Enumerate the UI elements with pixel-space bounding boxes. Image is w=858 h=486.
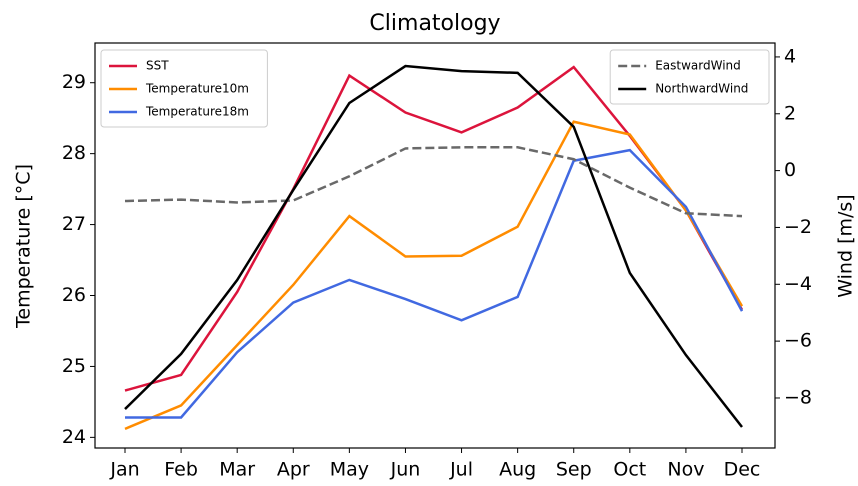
y2-tick-label: −6	[784, 330, 812, 352]
y-axis-label: Temperature [°C]	[13, 164, 35, 329]
y2-tick-label: 2	[784, 102, 796, 124]
x-tick-label: Apr	[277, 459, 310, 481]
y2-tick-label: −4	[784, 273, 812, 295]
y2-tick-label: 4	[784, 45, 796, 67]
legend-box	[609, 49, 770, 105]
y-tick-label: 25	[62, 355, 86, 377]
y-tick-label: 28	[62, 142, 86, 164]
y-tick-label: 24	[62, 426, 86, 448]
legend-label: Temperature10m	[145, 82, 249, 96]
x-tick-label: Nov	[667, 459, 704, 481]
legend-label: Temperature18m	[145, 105, 249, 119]
legend-label: EastwardWind	[655, 59, 741, 73]
data-line	[124, 64, 743, 428]
legend-label: SST	[146, 59, 169, 73]
y2-tick-label: −8	[784, 386, 812, 408]
x-tick-label: Jul	[449, 459, 473, 481]
chart-title: Climatology	[369, 11, 500, 36]
y-tick-label: 26	[62, 284, 86, 306]
data-line	[124, 120, 744, 431]
y2-axis-label: Wind [m/s]	[835, 194, 857, 297]
x-tick-label: Mar	[219, 459, 255, 481]
x-tick-label: Oct	[613, 459, 646, 481]
y-tick-label: 29	[62, 71, 86, 93]
x-tick-label: Jun	[390, 459, 421, 481]
data-line	[125, 148, 744, 419]
y2-tick-label: −2	[784, 216, 812, 238]
y2-tick-label: 0	[784, 159, 796, 181]
data-line	[124, 146, 743, 218]
y-tick-label: 27	[62, 213, 86, 235]
x-tick-label: Feb	[164, 459, 198, 481]
x-tick-label: Jan	[109, 459, 139, 481]
x-tick-label: May	[330, 459, 369, 481]
x-tick-label: Dec	[724, 459, 761, 481]
x-tick-label: Sep	[556, 459, 592, 481]
x-tick-label: Aug	[499, 459, 536, 481]
legend-box	[100, 49, 268, 128]
legend-label: NorthwardWind	[655, 82, 748, 96]
plot-frame	[94, 42, 776, 449]
